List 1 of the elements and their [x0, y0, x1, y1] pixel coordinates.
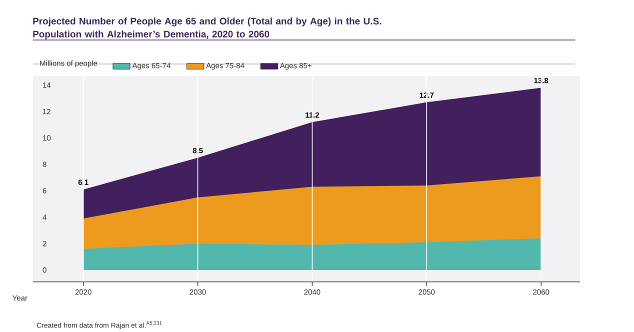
chart-title: Projected Number of People Age 65 and Older (Total and by Age) in the U.S. Population with Alzheimer’s Dementia, 2020 to 2060 [33, 17, 382, 40]
